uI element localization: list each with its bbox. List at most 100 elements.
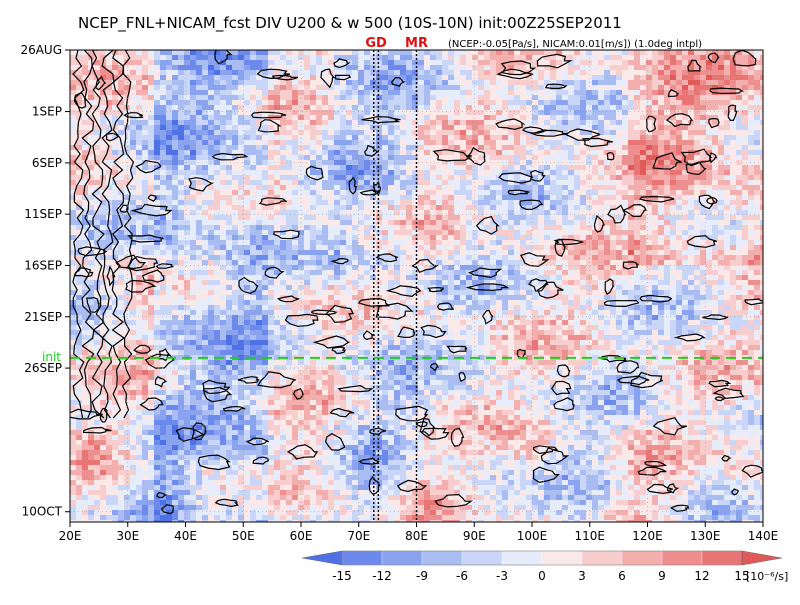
- heatmap-cell: [700, 255, 707, 261]
- heatmap-cell: [262, 120, 269, 126]
- heatmap-cell: [250, 180, 257, 186]
- heatmap-cell: [754, 60, 761, 66]
- heatmap-cell: [328, 165, 335, 171]
- heatmap-cell: [400, 200, 407, 206]
- heatmap-cell: [448, 170, 455, 176]
- heatmap-cell: [628, 170, 635, 176]
- heatmap-cell: [508, 175, 515, 181]
- heatmap-cell: [616, 130, 623, 136]
- heatmap-cell: [82, 165, 89, 171]
- heatmap-cell: [142, 250, 149, 256]
- heatmap-cell: [106, 70, 113, 76]
- heatmap-cell: [454, 170, 461, 176]
- heatmap-cell: [592, 125, 599, 131]
- heatmap-cell: [358, 110, 365, 116]
- heatmap-cell: [316, 230, 323, 236]
- heatmap-cell: [76, 245, 83, 251]
- heatmap-cell: [286, 230, 293, 236]
- heatmap-cell: [70, 225, 77, 231]
- heatmap-cell: [364, 130, 371, 136]
- heatmap-cell: [430, 255, 437, 261]
- heatmap-cell: [550, 220, 557, 226]
- heatmap-cell: [310, 220, 317, 226]
- heatmap-cell: [214, 240, 221, 246]
- heatmap-cell: [730, 250, 737, 256]
- heatmap-cell: [622, 125, 629, 131]
- heatmap-cell: [682, 120, 689, 126]
- heatmap-cell: [310, 60, 317, 66]
- heatmap-cell: [436, 95, 443, 101]
- heatmap-cell: [586, 105, 593, 111]
- heatmap-cell: [676, 95, 683, 101]
- heatmap-cell: [658, 190, 665, 196]
- heatmap-cell: [622, 70, 629, 76]
- heatmap-cell: [310, 160, 317, 166]
- heatmap-cell: [406, 255, 413, 261]
- heatmap-cell: [154, 145, 161, 151]
- heatmap-cell: [424, 165, 431, 171]
- heatmap-cell: [538, 150, 545, 156]
- heatmap-cell: [202, 200, 209, 206]
- heatmap-cell: [76, 80, 83, 86]
- heatmap-cell: [358, 70, 365, 76]
- heatmap-cell: [376, 140, 383, 146]
- heatmap-cell: [532, 180, 539, 186]
- heatmap-cell: [520, 235, 527, 241]
- heatmap-cell: [616, 85, 623, 91]
- heatmap-cell: [268, 60, 275, 66]
- heatmap-cell: [532, 230, 539, 236]
- heatmap-cell: [208, 260, 215, 266]
- heatmap-cell: [358, 55, 365, 61]
- heatmap-cell: [634, 75, 641, 81]
- heatmap-cell: [742, 260, 749, 266]
- heatmap-cell: [610, 85, 617, 91]
- heatmap-cell: [574, 75, 581, 81]
- heatmap-cell: [682, 130, 689, 136]
- heatmap-cell: [298, 135, 305, 141]
- heatmap-cell: [670, 110, 677, 116]
- heatmap-cell: [148, 60, 155, 66]
- heatmap-cell: [274, 100, 281, 106]
- heatmap-cell: [256, 95, 263, 101]
- heatmap-cell: [676, 135, 683, 141]
- heatmap-cell: [634, 210, 641, 216]
- heatmap-cell: [292, 130, 299, 136]
- heatmap-cell: [604, 210, 611, 216]
- heatmap-cell: [676, 200, 683, 206]
- heatmap-cell: [748, 130, 755, 136]
- heatmap-cell: [436, 155, 443, 161]
- heatmap-cell: [70, 220, 77, 226]
- heatmap-cell: [544, 260, 551, 266]
- heatmap-cell: [202, 255, 209, 261]
- heatmap-cell: [250, 135, 257, 141]
- heatmap-cell: [184, 240, 191, 246]
- heatmap-cell: [100, 95, 107, 101]
- heatmap-cell: [100, 170, 107, 176]
- heatmap-cell: [448, 70, 455, 76]
- heatmap-cell: [166, 205, 173, 211]
- heatmap-cell: [676, 145, 683, 151]
- heatmap-cell: [310, 100, 317, 106]
- heatmap-cell: [628, 210, 635, 216]
- heatmap-cell: [400, 105, 407, 111]
- heatmap-cell: [376, 170, 383, 176]
- heatmap-cell: [580, 245, 587, 251]
- heatmap-cell: [604, 180, 611, 186]
- heatmap-cell: [286, 115, 293, 121]
- heatmap-cell: [550, 75, 557, 81]
- heatmap-cell: [562, 180, 569, 186]
- heatmap-cell: [256, 55, 263, 61]
- heatmap-cell: [472, 195, 479, 201]
- heatmap-cell: [556, 60, 563, 66]
- heatmap-cell: [148, 120, 155, 126]
- heatmap-cell: [466, 170, 473, 176]
- heatmap-cell: [598, 170, 605, 176]
- heatmap-cell: [532, 195, 539, 201]
- heatmap-cell: [412, 110, 419, 116]
- heatmap-cell: [316, 140, 323, 146]
- heatmap-cell: [394, 80, 401, 86]
- heatmap-cell: [508, 100, 515, 106]
- heatmap-cell: [388, 180, 395, 186]
- heatmap-cell: [496, 245, 503, 251]
- heatmap-cell: [640, 135, 647, 141]
